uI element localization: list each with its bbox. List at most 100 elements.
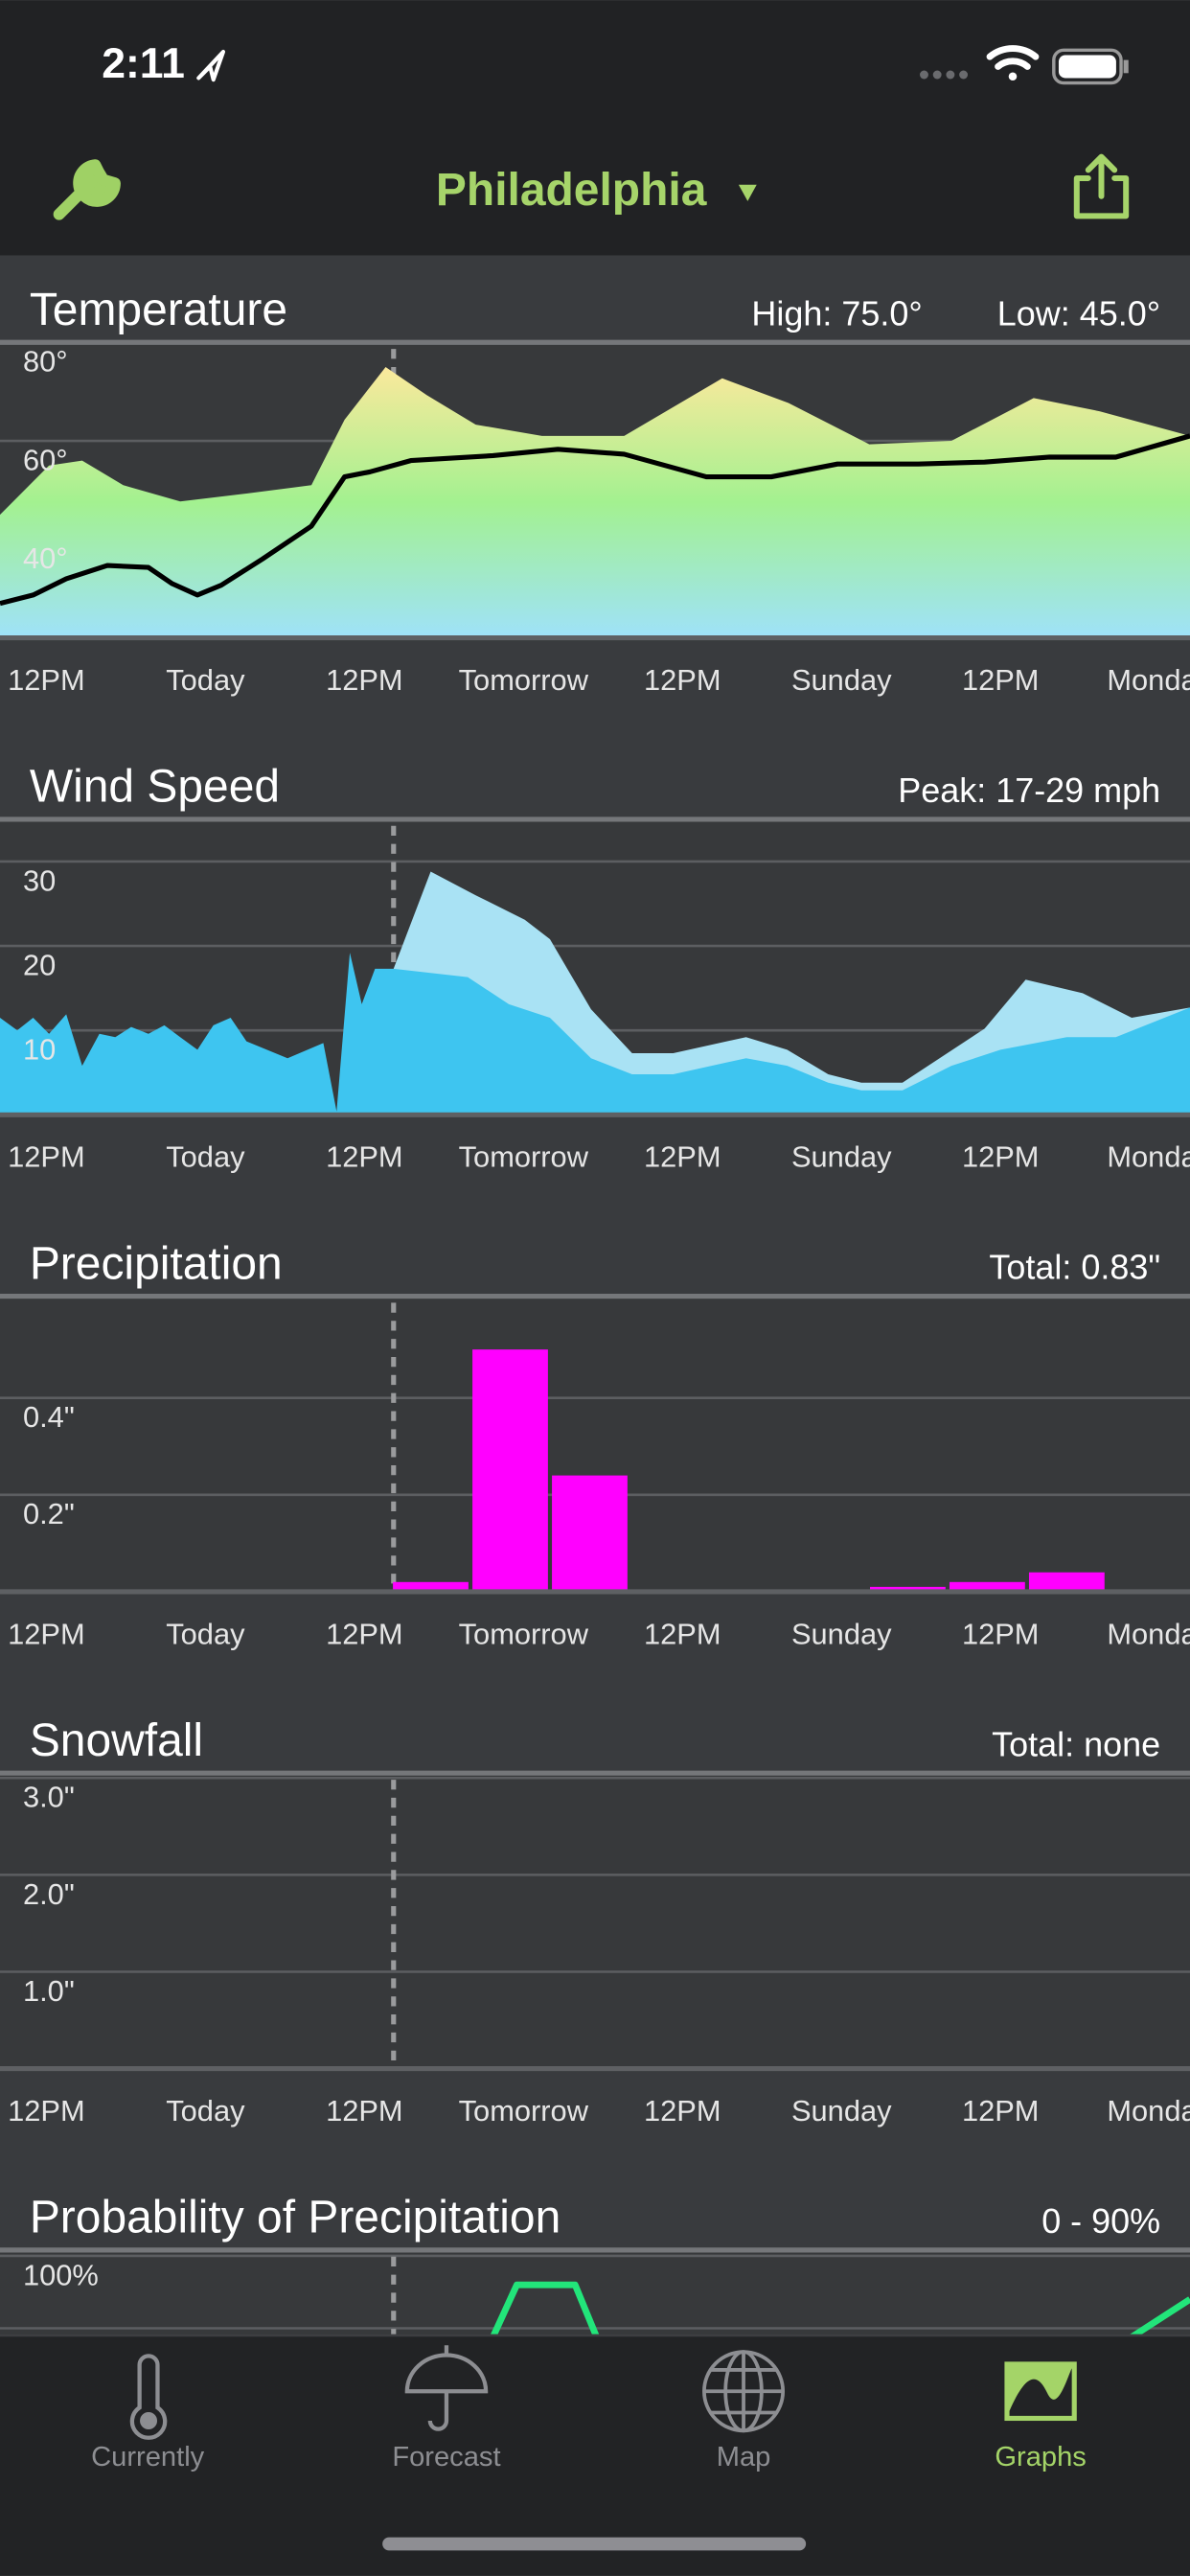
x-tick-label: 12PM xyxy=(644,2094,721,2128)
tab-currently[interactable]: Currently xyxy=(91,2354,205,2472)
battery-level xyxy=(1058,55,1116,79)
line xyxy=(490,2281,1190,2335)
x-tick-label: 12PM xyxy=(8,2094,85,2128)
x-tick-label: 12PM xyxy=(326,1140,403,1174)
dropdown-arrow xyxy=(738,184,757,201)
y-tick-label: 40° xyxy=(23,541,68,575)
x-tick-label: 12PM xyxy=(8,663,85,697)
y-tick-label: 0.2" xyxy=(23,1497,75,1530)
home-indicator xyxy=(382,2537,807,2551)
x-tick-label: Monday xyxy=(1107,1617,1190,1650)
chart-title: Snowfall xyxy=(30,1715,203,1766)
signal-icon xyxy=(920,70,969,80)
x-tick-label: Tomorrow xyxy=(459,1140,589,1174)
plot-bg xyxy=(0,1773,1190,2069)
x-tick-label: 12PM xyxy=(8,1140,85,1174)
x-tick-label: 12PM xyxy=(8,1617,85,1650)
x-tick-label: 12PM xyxy=(326,2094,403,2128)
line xyxy=(0,433,1190,607)
y-tick-label: 0.4" xyxy=(23,1400,75,1434)
location-icon xyxy=(196,49,226,82)
y-tick-label: 20 xyxy=(23,948,56,981)
x-tick-label: Monday xyxy=(1107,2094,1190,2128)
tab-map[interactable]: Map xyxy=(702,2350,786,2472)
graphs-icon xyxy=(1004,2361,1077,2422)
thermometer-icon xyxy=(129,2354,168,2440)
x-tick-label: 12PM xyxy=(962,1140,1040,1174)
tab-label: Forecast xyxy=(392,2442,500,2472)
x-tick-label: Tomorrow xyxy=(459,2094,589,2128)
tab-label: Graphs xyxy=(995,2442,1086,2472)
share-button[interactable] xyxy=(1073,153,1130,219)
tab-label: Currently xyxy=(91,2442,205,2472)
x-tick-label: Today xyxy=(166,1617,245,1650)
chart-panel: Snowfall Total: none 1.0" 2.0" 3.0" 12PM Today… xyxy=(0,1715,1190,2128)
wifi-icon xyxy=(986,45,1040,81)
chart-summary: High: 75.0° xyxy=(751,293,922,333)
y-tick-label: 10 xyxy=(23,1033,56,1067)
umbrella-icon xyxy=(404,2345,489,2431)
bar xyxy=(472,1349,548,1592)
x-tick-label: 12PM xyxy=(326,1617,403,1650)
x-tick-label: Sunday xyxy=(791,663,892,697)
y-tick-label: 3.0" xyxy=(23,1781,75,1814)
x-tick-label: Today xyxy=(166,2094,245,2128)
tab-forecast[interactable]: Forecast xyxy=(392,2345,501,2472)
bar xyxy=(949,1581,1025,1592)
nav-title: Philadelphia xyxy=(436,165,707,216)
x-tick-label: Today xyxy=(166,1140,245,1174)
bar xyxy=(393,1581,469,1592)
wrench-icon xyxy=(53,159,121,220)
tab-graphs[interactable]: Graphs xyxy=(995,2361,1087,2472)
y-tick-label: 75% xyxy=(23,2331,82,2364)
tab-label: Map xyxy=(717,2442,771,2472)
x-tick-label: Tomorrow xyxy=(459,1617,589,1650)
chart-title: Precipitation xyxy=(30,1238,283,1289)
x-tick-label: Sunday xyxy=(791,1617,892,1650)
battery-icon xyxy=(1052,48,1123,85)
bar xyxy=(1028,1572,1105,1592)
chart-summary: Low: 45.0° xyxy=(997,293,1160,333)
location-selector[interactable]: Philadelphia xyxy=(436,165,757,216)
tab-bar xyxy=(0,2334,1190,2576)
graphs-list: Temperature High: 75.0° Low: 45.0° 40° 60° 80… xyxy=(0,285,1190,2364)
x-tick-label: Monday xyxy=(1107,1140,1190,1174)
area xyxy=(0,953,1190,1116)
x-tick-label: 12PM xyxy=(644,663,721,697)
chart-summary: Total: none xyxy=(992,1724,1160,1763)
status-time: 2:11 xyxy=(102,40,185,87)
chart-summary: Peak: 17-29 mph xyxy=(898,770,1160,810)
x-tick-label: Sunday xyxy=(791,1140,892,1174)
x-tick-label: Tomorrow xyxy=(459,663,589,697)
chart-panel: Probability of Precipitation 0 - 90% 75% 10… xyxy=(0,2193,1190,2364)
chart-summary: Total: 0.83" xyxy=(989,1248,1160,1287)
x-tick-label: 12PM xyxy=(962,663,1040,697)
chart-title: Temperature xyxy=(30,285,287,335)
x-tick-label: Today xyxy=(166,663,245,697)
bar xyxy=(552,1475,628,1592)
area xyxy=(0,366,1190,638)
y-tick-label: 60° xyxy=(23,443,68,476)
y-tick-label: 2.0" xyxy=(23,1877,75,1911)
x-tick-label: Sunday xyxy=(791,2094,892,2128)
x-tick-label: 12PM xyxy=(644,1140,721,1174)
y-tick-label: 80° xyxy=(23,345,68,379)
y-tick-label: 100% xyxy=(23,2258,99,2291)
x-tick-label: 12PM xyxy=(962,2094,1040,2128)
plot-bg xyxy=(0,2249,1190,2335)
chart-panel: Wind Speed Peak: 17-29 mph 10 20 30 12PM Today… xyxy=(0,762,1190,1174)
settings-button[interactable] xyxy=(53,159,121,220)
chart-title: Wind Speed xyxy=(30,762,280,813)
header-bg xyxy=(0,0,1190,256)
x-tick-label: 12PM xyxy=(644,1617,721,1650)
globe-icon xyxy=(702,2350,786,2433)
x-tick-label: 12PM xyxy=(962,1617,1040,1650)
x-tick-label: Monday xyxy=(1107,663,1190,697)
y-tick-label: 1.0" xyxy=(23,1974,75,2008)
chart-title: Probability of Precipitation xyxy=(30,2193,561,2243)
chart-panel: Temperature High: 75.0° Low: 45.0° 40° 60° 80… xyxy=(0,285,1190,697)
chart-panel: Precipitation Total: 0.83" 0.2" 0.4" 12PM Tod… xyxy=(0,1238,1190,1650)
